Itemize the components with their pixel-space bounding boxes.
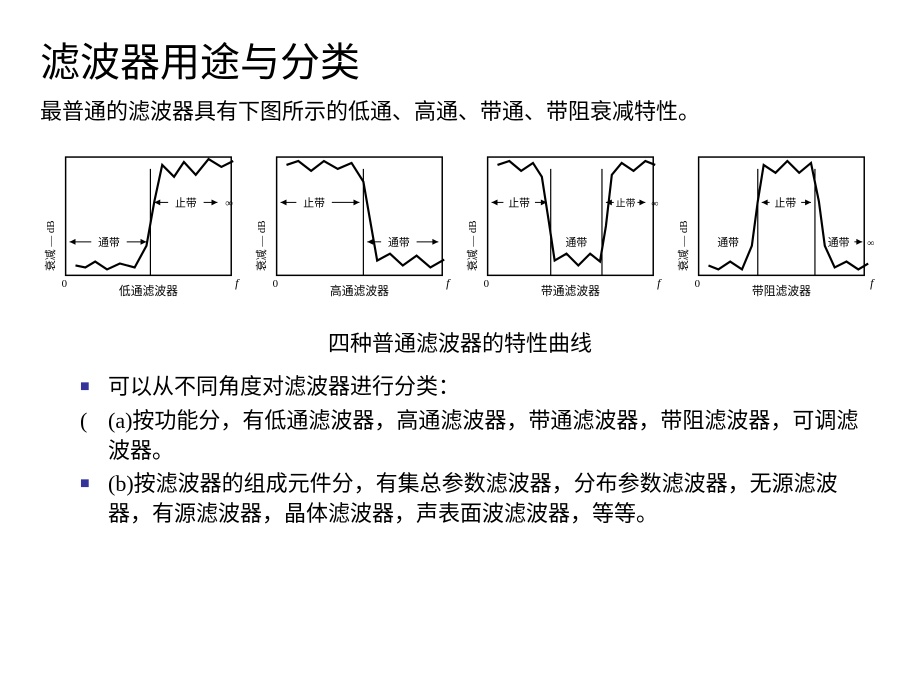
bandpass-curve	[497, 161, 655, 265]
bandstop-svg: 衰减 — dB 通带 止带 通带 ∞ 0 f 带阻滤波器	[673, 146, 880, 314]
stopband-label-2: 止带	[616, 197, 636, 209]
bullet-text-1: 可以从不同角度对滤波器进行分类：	[108, 372, 880, 402]
bullet-item-2: ( (a)按功能分，有低通滤波器，高通滤波器，带通滤波器，带阻滤波器，可调滤波器…	[80, 406, 880, 465]
passband-label-1: 通带	[717, 236, 739, 249]
slide-title: 滤波器用途与分类	[40, 30, 880, 88]
origin-label: 0	[695, 278, 700, 290]
bullet-list: ■ 可以从不同角度对滤波器进行分类： ( (a)按功能分，有低通滤波器，高通滤波…	[40, 372, 880, 529]
arrow-head	[70, 239, 76, 245]
highpass-name: 高通滤波器	[330, 284, 389, 298]
arrow-head	[354, 199, 360, 205]
arrow-head	[762, 199, 768, 205]
xlabel: f	[446, 276, 451, 290]
xlabel: f	[870, 276, 875, 290]
lowpass-svg: 衰减 — dB 通带 止带 ∞ 0 f 低通滤波器	[40, 146, 247, 314]
lowpass-chart: 衰减 — dB 通带 止带 ∞ 0 f 低通滤波器	[40, 146, 247, 314]
highpass-curve	[286, 161, 444, 267]
origin-label: 0	[273, 278, 278, 290]
highpass-svg: 衰减 — dB 止带 通带 0 f 高通滤波器	[251, 146, 458, 314]
lowpass-curve	[75, 159, 233, 269]
highpass-chart: 衰减 — dB 止带 通带 0 f 高通滤波器	[251, 146, 458, 314]
slide: 滤波器用途与分类 最普通的滤波器具有下图所示的低通、高通、带通、带阻衰减特性。 …	[0, 0, 920, 553]
bullet-square-icon: ■	[80, 469, 108, 528]
arrow-head	[805, 199, 811, 205]
passband-label: 通带	[566, 236, 588, 249]
inf-label: ∞	[651, 198, 658, 209]
plot-frame	[66, 157, 232, 275]
bullet-square-icon: ■	[80, 372, 108, 402]
origin-label: 0	[484, 278, 489, 290]
passband-label: 通带	[98, 236, 120, 249]
bandpass-name: 带通滤波器	[541, 284, 600, 298]
arrow-head	[212, 199, 218, 205]
arrow-head	[639, 199, 645, 205]
paren-mark: (	[80, 406, 108, 465]
bandstop-curve	[708, 161, 868, 269]
origin-label: 0	[62, 278, 67, 290]
lowpass-name: 低通滤波器	[119, 284, 178, 298]
stopband-label-1: 止带	[508, 196, 530, 209]
bandpass-svg: 衰减 — dB 止带 通带 止带 ∞ 0 f 带通滤波器	[462, 146, 669, 314]
bullet-text-2: (a)按功能分，有低通滤波器，高通滤波器，带通滤波器，带阻滤波器，可调滤波器。	[108, 406, 880, 465]
xlabel: f	[235, 276, 240, 290]
arrow-head	[367, 239, 373, 245]
charts-row: 衰减 — dB 通带 止带 ∞ 0 f 低通滤波器	[40, 146, 880, 314]
bandstop-name: 带阻滤波器	[752, 284, 811, 298]
arrow-head	[281, 199, 287, 205]
arrow-head	[432, 239, 438, 245]
arrow-head	[856, 239, 862, 245]
inf-label: ∞	[867, 238, 874, 249]
ylabel: 衰减 — dB	[676, 220, 690, 271]
passband-label: 通带	[388, 236, 410, 249]
bullet-text-3: (b)按滤波器的组成元件分，有集总参数滤波器，分布参数滤波器，无源滤波器，有源滤…	[108, 469, 880, 528]
charts-caption: 四种普通滤波器的特性曲线	[40, 326, 880, 358]
bandstop-chart: 衰减 — dB 通带 止带 通带 ∞ 0 f 带阻滤波器	[673, 146, 880, 314]
stopband-label: 止带	[175, 196, 197, 209]
passband-label-2: 通带	[828, 236, 850, 249]
stopband-label: 止带	[775, 196, 797, 209]
slide-subtitle: 最普通的滤波器具有下图所示的低通、高通、带通、带阻衰减特性。	[40, 94, 880, 126]
bullet-item-1: ■ 可以从不同角度对滤波器进行分类：	[80, 372, 880, 402]
ylabel: 衰减 — dB	[465, 220, 479, 271]
arrow-head	[141, 239, 147, 245]
plot-frame	[699, 157, 865, 275]
ylabel: 衰减 — dB	[254, 220, 268, 271]
ylabel: 衰减 — dB	[43, 220, 57, 271]
bullet-item-3: ■ (b)按滤波器的组成元件分，有集总参数滤波器，分布参数滤波器，无源滤波器，有…	[80, 469, 880, 528]
inf-label: ∞	[225, 197, 233, 209]
arrow-head	[492, 199, 498, 205]
xlabel: f	[657, 276, 662, 290]
bandpass-chart: 衰减 — dB 止带 通带 止带 ∞ 0 f 带通滤波器	[462, 146, 669, 314]
stopband-label: 止带	[303, 196, 325, 209]
